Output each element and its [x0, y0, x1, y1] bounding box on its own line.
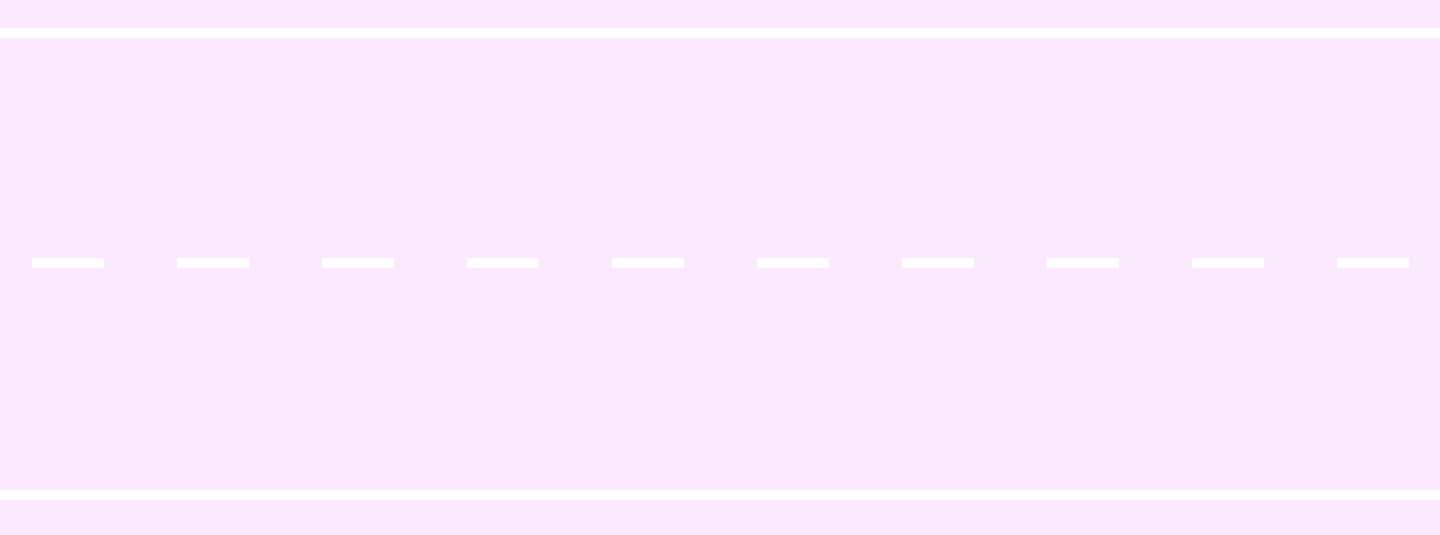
- dash-segment: [1337, 258, 1409, 268]
- bottom-band: [0, 500, 1440, 535]
- dash-segment: [757, 258, 829, 268]
- dash-segment: [902, 258, 974, 268]
- dash-segment: [467, 258, 539, 268]
- dash-segment: [1047, 258, 1119, 268]
- dash-segment: [322, 258, 394, 268]
- dash-segment: [177, 258, 249, 268]
- top-band: [0, 0, 1440, 28]
- dashed-divider: [0, 258, 1440, 268]
- dash-segment: [612, 258, 684, 268]
- dash-segment: [1192, 258, 1264, 268]
- dash-segment: [32, 258, 104, 268]
